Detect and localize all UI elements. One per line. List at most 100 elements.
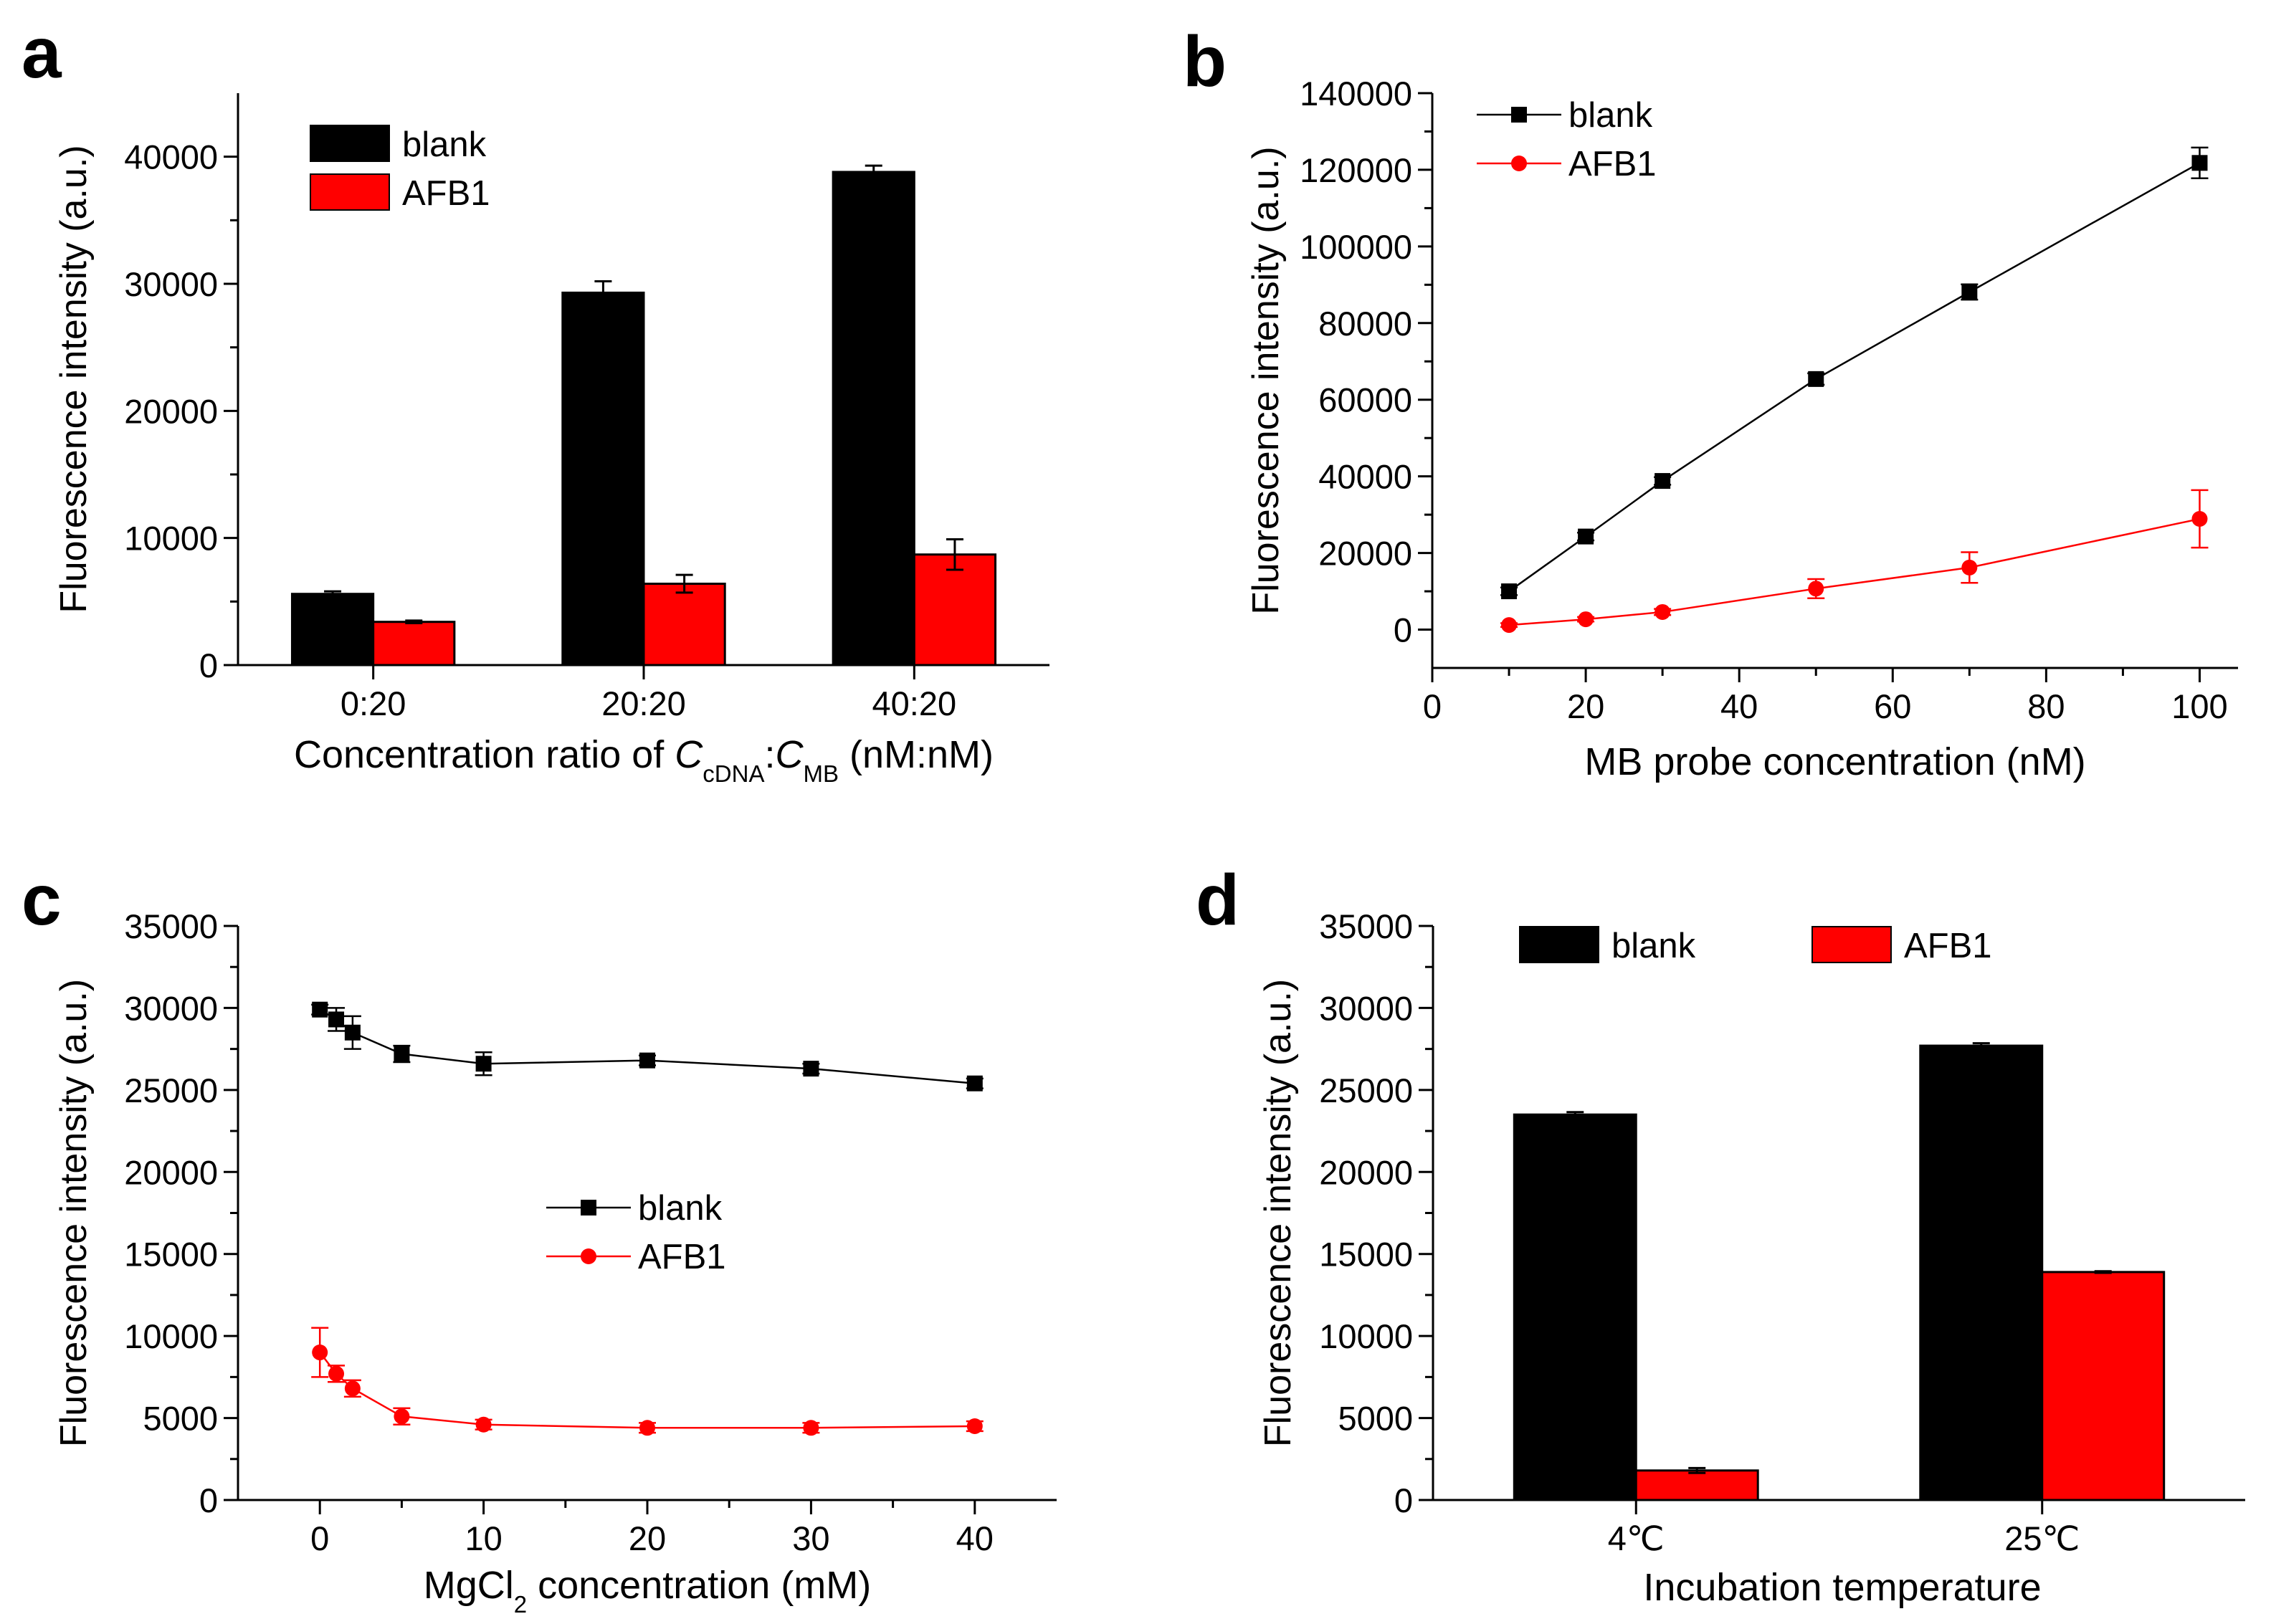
d-legend-label-afb1: AFB1 (1904, 927, 1992, 965)
c-y-tick-label: 35000 (124, 907, 218, 945)
b-y-tick-label: 60000 (1318, 381, 1412, 419)
panel-label-a: a (22, 13, 62, 93)
c-point-blank (803, 1061, 819, 1077)
chart-b: 0 20000 40000 60000 80000 100000 120000 140000 F… (1245, 75, 2238, 783)
c-y-tick-label: 25000 (124, 1071, 218, 1109)
b-y-tick-label: 40000 (1318, 458, 1412, 496)
c-y-tick-label: 5000 (143, 1400, 218, 1438)
b-legend-marker-blank (1511, 107, 1527, 123)
a-y-tick-label: 20000 (124, 392, 218, 430)
c-y-tick-label: 0 (199, 1481, 218, 1519)
a-x-label-sub2: MB (804, 760, 839, 787)
c-y-tick-label: 15000 (124, 1236, 218, 1274)
b-point-blank (1655, 473, 1671, 489)
b-x-tick-label: 0 (1423, 687, 1442, 725)
a-legend-label-afb1: AFB1 (402, 174, 490, 213)
c-point-afb1 (328, 1365, 345, 1382)
b-x-tick-label: 60 (1874, 687, 1911, 725)
b-series-line-blank (1508, 162, 2201, 593)
d-y-tick-label: 0 (1394, 1481, 1413, 1519)
d-y-tick-label: 35000 (1319, 907, 1413, 945)
a-y-tick-label: 0 (199, 646, 218, 684)
a-x-label-c2: C (776, 733, 804, 776)
d-legend-swatch-afb1 (1811, 926, 1892, 963)
b-point-blank (1808, 371, 1824, 387)
c-x-tick-label: 30 (792, 1519, 829, 1557)
d-x-label: Incubation temperature (1643, 1566, 2041, 1609)
d-bar-afb1 (1634, 1469, 1759, 1501)
d-y-tick-label: 5000 (1338, 1400, 1413, 1438)
a-bar-blank (832, 171, 915, 667)
b-point-afb1 (1578, 611, 1594, 628)
a-x-label-colon: : (764, 733, 775, 776)
b-legend-marker-afb1 (1511, 156, 1527, 171)
b-x-label: MB probe concentration (nM) (1584, 740, 2085, 783)
c-y-tick-label: 10000 (124, 1317, 218, 1355)
a-legend-swatch-afb1 (310, 173, 390, 211)
a-bar-afb1 (913, 553, 997, 667)
d-y-tick-label: 10000 (1319, 1317, 1413, 1355)
d-bar-afb1 (2041, 1271, 2166, 1501)
c-x-label: MgCl2 concentration (mM) (424, 1564, 872, 1618)
d-x-tick-label: 4℃ (1608, 1519, 1665, 1557)
b-y-tick-label: 120000 (1300, 151, 1412, 189)
panel-label-c: c (22, 860, 62, 940)
d-y-label: Fluorescence intensity (a.u.) (1257, 979, 1299, 1447)
d-y-tick-label: 25000 (1319, 1071, 1413, 1109)
a-x-tick-label: 40:20 (872, 684, 957, 722)
b-point-blank (1578, 528, 1594, 545)
b-y-tick-label: 80000 (1318, 305, 1412, 343)
a-bar-blank (561, 291, 645, 667)
panel-label-b: b (1183, 22, 1227, 102)
c-point-afb1 (312, 1344, 328, 1361)
c-series-line-blank (319, 1008, 975, 1084)
b-point-afb1 (1501, 617, 1518, 634)
c-x-tick-label: 20 (629, 1519, 666, 1557)
b-point-afb1 (2191, 511, 2208, 527)
b-legend-label-afb1: AFB1 (1568, 145, 1657, 183)
c-legend-label-afb1: AFB1 (638, 1238, 726, 1276)
c-point-afb1 (394, 1408, 410, 1425)
c-legend-marker-afb1 (581, 1248, 596, 1264)
chart-c: 0 5000 10000 15000 20000 25000 30000 35000 Fluor… (53, 907, 1057, 1618)
d-bar-blank (1919, 1044, 2044, 1501)
c-point-afb1 (803, 1420, 819, 1436)
a-x-label-pre: Concentration ratio of (294, 733, 675, 776)
c-x-tick-label: 0 (310, 1519, 329, 1557)
c-point-blank (312, 1001, 328, 1018)
b-y-tick-label: 0 (1394, 611, 1412, 649)
c-point-blank (344, 1024, 361, 1041)
a-legend-swatch-blank (310, 125, 390, 162)
c-x-label-pre: MgCl (424, 1564, 514, 1607)
b-point-blank (1501, 583, 1518, 600)
a-x-label-post: (nM:nM) (839, 733, 994, 776)
c-x-tick-label: 40 (956, 1519, 994, 1557)
c-y-tick-label: 20000 (124, 1153, 218, 1191)
b-point-afb1 (1655, 603, 1671, 620)
a-x-tick-label: 20:20 (601, 684, 686, 722)
c-y-tick-label: 30000 (124, 989, 218, 1027)
a-x-label-sub1: cDNA (703, 760, 764, 787)
d-y-tick-label: 15000 (1319, 1236, 1413, 1274)
chart-d: 0 5000 10000 15000 20000 25000 30000 35000 Fluor… (1257, 907, 2245, 1609)
c-point-blank (966, 1075, 983, 1092)
a-legend-label-blank: blank (402, 125, 487, 164)
c-point-afb1 (344, 1380, 361, 1397)
b-legend-label-blank: blank (1568, 96, 1653, 135)
c-x-label-sub: 2 (514, 1591, 527, 1618)
b-y-tick-label: 20000 (1318, 535, 1412, 573)
c-point-blank (475, 1056, 492, 1072)
b-x-tick-label: 40 (1720, 687, 1758, 725)
b-point-blank (1961, 284, 1978, 300)
b-y-label: Fluorescence intensity (a.u.) (1245, 146, 1287, 614)
b-y-tick-label: 140000 (1300, 75, 1412, 113)
b-x-tick-label: 80 (2027, 687, 2065, 725)
c-point-afb1 (966, 1418, 983, 1435)
d-legend-label-blank: blank (1611, 927, 1696, 965)
a-x-label-c1: C (675, 733, 703, 776)
a-y-tick-label: 10000 (124, 520, 218, 558)
c-series-line-afb1 (319, 1352, 975, 1429)
c-legend-label-blank: blank (638, 1189, 723, 1228)
c-point-blank (394, 1046, 410, 1062)
